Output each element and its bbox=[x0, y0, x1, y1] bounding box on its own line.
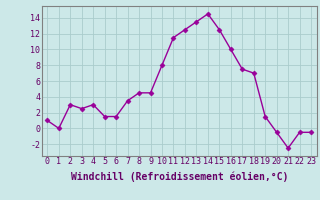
X-axis label: Windchill (Refroidissement éolien,°C): Windchill (Refroidissement éolien,°C) bbox=[70, 172, 288, 182]
